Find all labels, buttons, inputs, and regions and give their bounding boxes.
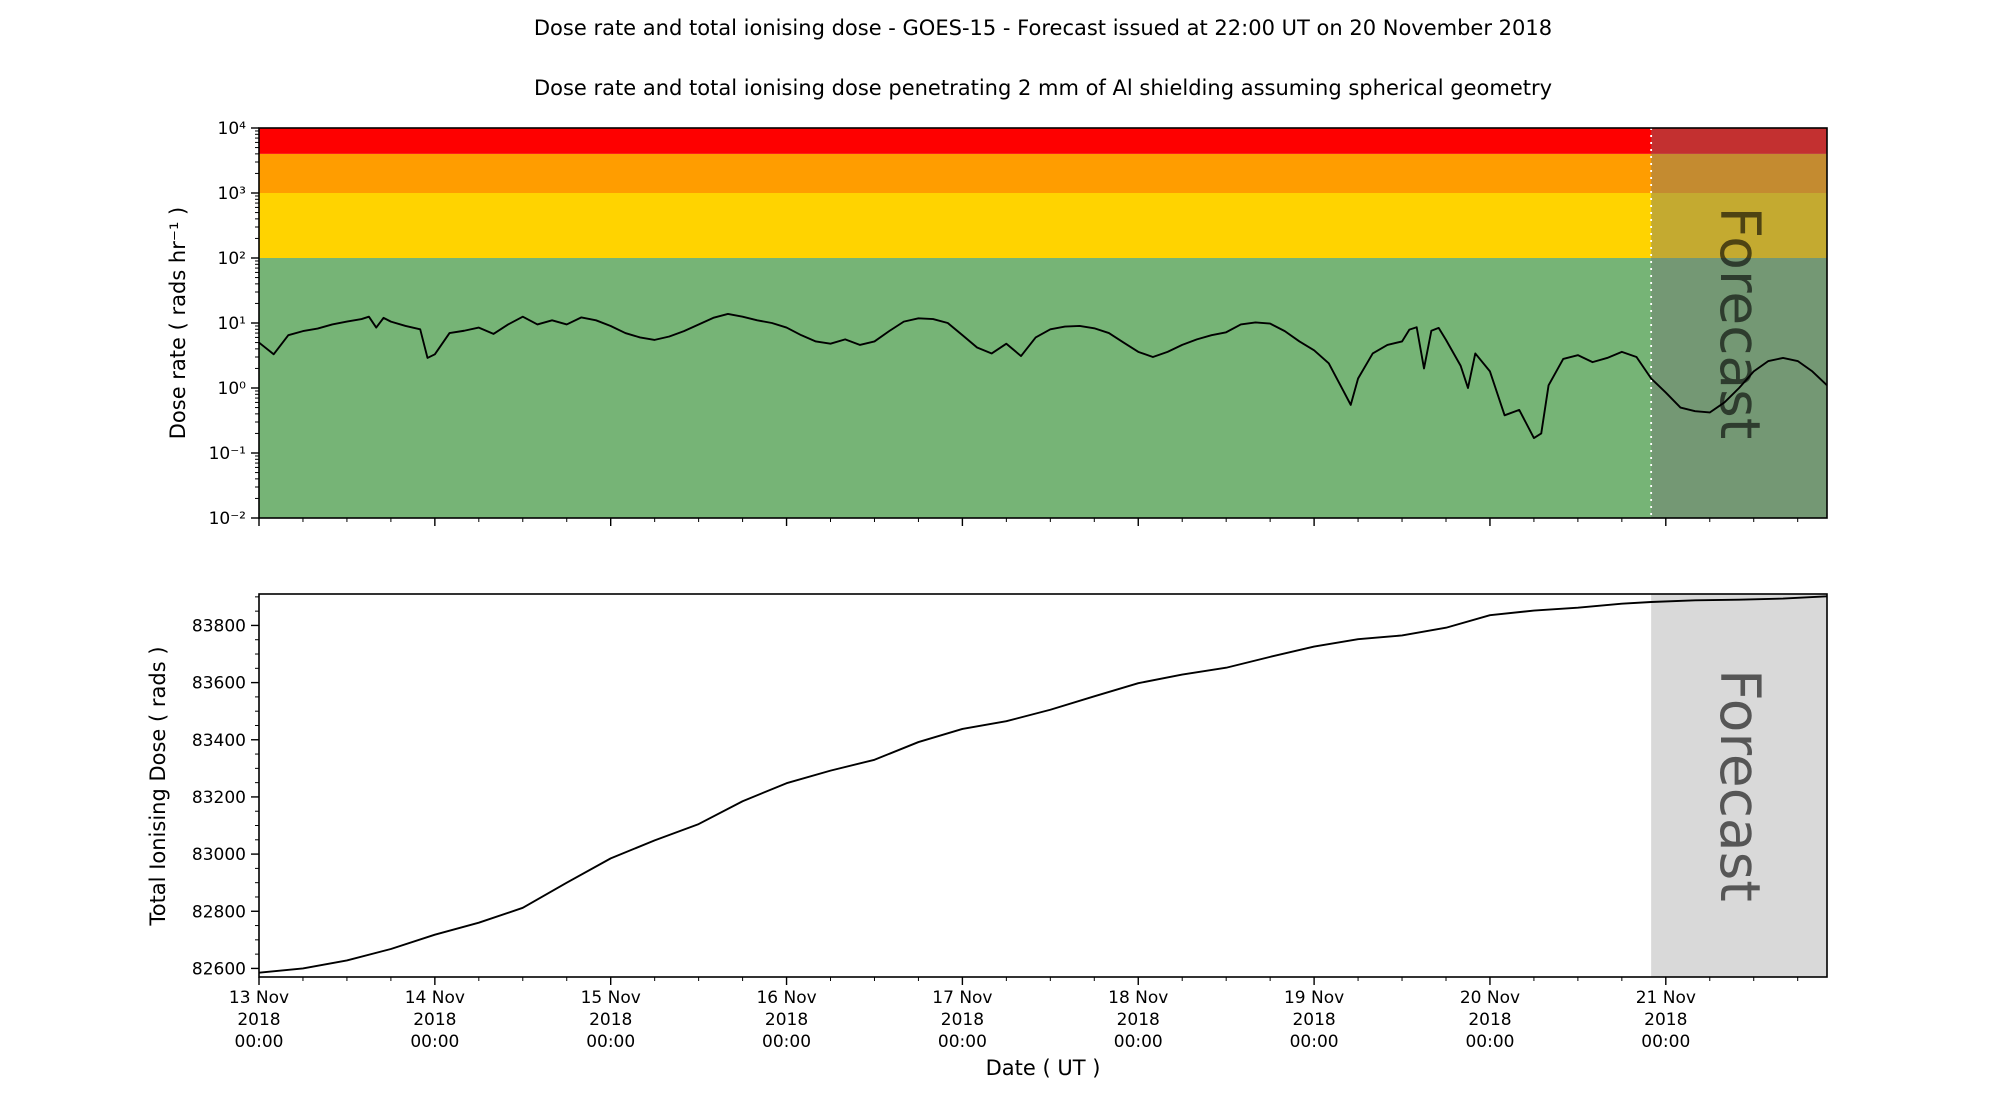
tick-label: 82800 [192, 902, 246, 922]
hazard-band-orange [259, 153, 1827, 193]
hazard-band-yellow [259, 193, 1827, 258]
tick-label: 10⁻² [209, 509, 246, 529]
tick-label: 00:00 [938, 1032, 987, 1052]
hazard-band-red [259, 128, 1827, 154]
hazard-band-green [259, 258, 1827, 518]
tick-label: 2018 [589, 1010, 632, 1030]
total-dose-ticks: 82600 82800 83000 83200 83400 83600 83800 13 No… [192, 596, 1799, 1052]
tick-label: 00:00 [410, 1032, 459, 1052]
tick-label: 83600 [192, 674, 246, 694]
tick-label: 83000 [192, 845, 246, 865]
tick-label: 17 Nov [932, 988, 992, 1008]
dose-rate-bands [259, 128, 1827, 518]
tick-label: 00:00 [1465, 1032, 1514, 1052]
tick-label: 2018 [237, 1010, 280, 1030]
tick-label: 2018 [1644, 1010, 1687, 1030]
plot-border-bottom [258, 593, 1828, 978]
tick-label: 2018 [413, 1010, 456, 1030]
tick-label: 16 Nov [756, 988, 816, 1008]
forecast-watermark-text: Forecast [1708, 207, 1772, 440]
tick-label: 2018 [1468, 1010, 1511, 1030]
dose-rate-ticks: 10⁻² 10⁻¹ 10⁰ 10¹ 10² 10³ 10⁴ [209, 119, 1799, 529]
forecast-watermark-top: Forecast [1708, 207, 1772, 440]
tick-label: 2018 [1292, 1010, 1335, 1030]
tick-label: 10⁴ [218, 119, 247, 139]
tick-label: 00:00 [586, 1032, 635, 1052]
date-axis-label: Date ( UT ) [985, 1056, 1101, 1080]
forecast-watermark-bottom: Forecast [1708, 669, 1772, 902]
total-dose-line [258, 595, 1828, 974]
tick-label: 2018 [1117, 1010, 1160, 1030]
figure-subtitle: Dose rate and total ionising dose penetr… [533, 76, 1553, 100]
tick-label: 20 Nov [1460, 988, 1520, 1008]
forecast-region-top [1651, 128, 1827, 518]
tick-label: 10⁰ [218, 379, 247, 399]
tick-label: 15 Nov [581, 988, 641, 1008]
tick-label: 14 Nov [405, 988, 465, 1008]
tick-label: 18 Nov [1108, 988, 1168, 1008]
tick-label: 19 Nov [1284, 988, 1344, 1008]
tick-label: 10³ [218, 184, 246, 204]
tick-label: 10² [218, 249, 246, 269]
tick-label: 10¹ [218, 314, 246, 334]
dose-rate-line [258, 312, 1828, 439]
forecast-region-bottom [1651, 594, 1827, 977]
tick-label: 2018 [765, 1010, 808, 1030]
tick-label: 83800 [192, 616, 246, 636]
forecast-watermark-text: Forecast [1708, 669, 1772, 902]
figure-title: Dose rate and total ionising dose - GOES… [533, 16, 1553, 40]
tick-label: 83400 [192, 731, 246, 751]
tick-label: 00:00 [235, 1032, 284, 1052]
tick-label: 00:00 [1290, 1032, 1339, 1052]
tick-label: 82600 [192, 959, 246, 979]
tick-label: 10⁻¹ [209, 444, 246, 464]
tick-label: 13 Nov [229, 988, 289, 1008]
total-dose-panel: 82600 82800 83000 83200 83400 83600 83800 13 No… [192, 593, 1828, 1052]
tick-label: 2018 [941, 1010, 984, 1030]
tick-label: 83200 [192, 788, 246, 808]
tick-label: 00:00 [1114, 1032, 1163, 1052]
dose-rate-panel: 10⁻² 10⁻¹ 10⁰ 10¹ 10² 10³ 10⁴ Forecast [209, 119, 1828, 529]
tick-label: 00:00 [762, 1032, 811, 1052]
tick-label: 21 Nov [1636, 988, 1696, 1008]
tick-label: 00:00 [1641, 1032, 1690, 1052]
